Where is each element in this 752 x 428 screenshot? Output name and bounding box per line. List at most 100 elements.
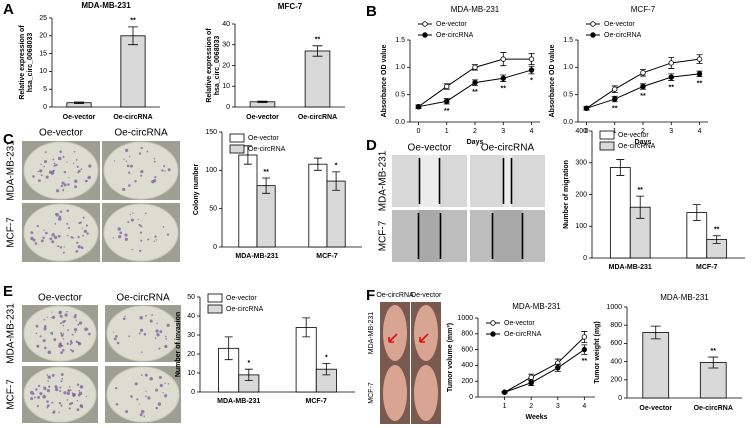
colony-dot xyxy=(48,170,52,174)
y-tick-label: 150 xyxy=(205,129,217,136)
wound xyxy=(419,155,440,207)
bar xyxy=(120,35,146,108)
marker xyxy=(581,334,588,340)
colony-dot xyxy=(137,218,139,221)
colony-dot xyxy=(128,184,131,187)
y-tick-label: 0.0 xyxy=(395,119,405,126)
colony-dot xyxy=(124,315,126,318)
colony-dot xyxy=(67,329,69,331)
bar xyxy=(238,154,258,248)
error-bar xyxy=(692,204,701,221)
y-tick-label: 20 xyxy=(222,62,230,69)
colony-dot xyxy=(54,387,59,392)
x-tick-label: 3 xyxy=(669,128,673,135)
colony-dot xyxy=(39,169,43,173)
error-bar xyxy=(313,157,322,171)
colony-dot xyxy=(61,181,65,185)
x-tick-label: 0 xyxy=(417,128,421,135)
significance: * xyxy=(247,360,250,367)
colony-dot xyxy=(70,341,73,345)
marker xyxy=(583,105,590,112)
y-tick-label: 1.0 xyxy=(563,64,573,71)
colony-dot xyxy=(166,323,170,327)
y-tick-label: 50 xyxy=(187,294,195,301)
colony-dot xyxy=(164,344,168,349)
bar xyxy=(304,50,331,108)
panel-label: E xyxy=(3,283,13,300)
colony-dot xyxy=(71,333,74,336)
marker xyxy=(444,83,450,90)
colony-dot xyxy=(37,170,39,173)
colony-dot xyxy=(30,236,34,241)
colony-dot xyxy=(113,337,117,341)
colony-dot xyxy=(53,164,56,167)
significance: ** xyxy=(714,227,720,234)
chart-title: MDA-MB-231 xyxy=(660,293,709,302)
colony-dot xyxy=(43,327,47,331)
x-tick-label: MDA-MB-231 xyxy=(609,264,652,271)
colony-dot xyxy=(61,377,64,380)
marker xyxy=(500,56,506,62)
error-bar xyxy=(74,101,84,104)
colony-dot xyxy=(158,347,161,350)
colony-dot xyxy=(45,175,49,179)
y-axis-label: Relative expression of xyxy=(206,28,213,103)
colony-dot xyxy=(122,187,126,192)
error-bar xyxy=(262,177,271,194)
colony-dot xyxy=(43,346,47,350)
colony-dot xyxy=(58,215,62,218)
colony-dot xyxy=(50,316,52,319)
colony-dot xyxy=(129,164,133,168)
x-tick-label: Oe-circRNA xyxy=(298,114,337,121)
colony-dot xyxy=(134,180,137,183)
colony-dot xyxy=(145,390,147,392)
colony-dot xyxy=(51,401,54,404)
y-tick-label: 100 xyxy=(575,223,587,230)
panel-label: A xyxy=(3,1,14,18)
significance: ** xyxy=(612,106,618,113)
colony-dot xyxy=(71,392,74,394)
x-tick-label: 4 xyxy=(582,403,586,410)
colony-dot xyxy=(60,380,63,383)
colony-dot xyxy=(77,235,80,239)
colony-dot xyxy=(66,209,70,213)
colony-dot xyxy=(156,333,160,337)
error-bar xyxy=(244,368,253,381)
colony-dot xyxy=(128,155,131,158)
error-bar xyxy=(636,195,645,219)
colony-dot xyxy=(138,332,141,335)
colony-dot xyxy=(51,373,55,377)
dish xyxy=(106,305,180,362)
y-tick-label: 0 xyxy=(43,104,47,111)
colony-dot xyxy=(59,389,62,392)
colony-dot xyxy=(85,395,87,398)
colony-dot xyxy=(140,146,143,150)
row-label: MCF-7 xyxy=(378,220,389,251)
colony-dot xyxy=(153,240,156,242)
legend-label: Oe-vector xyxy=(604,21,635,28)
colony-dot xyxy=(144,212,147,215)
colony-dot xyxy=(39,335,42,338)
colony-dot xyxy=(167,168,171,172)
colony-dot xyxy=(66,342,69,345)
chart-title: MDA-MB-231 xyxy=(451,5,500,14)
colony-dot xyxy=(68,177,70,179)
y-tick-label: 200 xyxy=(461,378,473,385)
colony-dot xyxy=(118,235,122,239)
colony-dot xyxy=(63,170,67,174)
colony-dot xyxy=(46,404,50,408)
marker xyxy=(501,389,508,395)
colony-dot xyxy=(46,400,49,403)
colony-dot xyxy=(81,406,84,408)
colony-dot xyxy=(67,226,71,230)
y-axis-label: Number of invasion xyxy=(175,312,182,377)
colony-dot xyxy=(85,224,88,227)
colony-dot xyxy=(136,398,139,401)
error-bar xyxy=(224,336,233,361)
colony-dot xyxy=(42,236,45,240)
colony-dot xyxy=(159,383,163,388)
colony-dot xyxy=(61,348,65,352)
colony-dot xyxy=(72,162,75,164)
colony-dot xyxy=(79,221,82,224)
colony-dot xyxy=(49,237,53,241)
